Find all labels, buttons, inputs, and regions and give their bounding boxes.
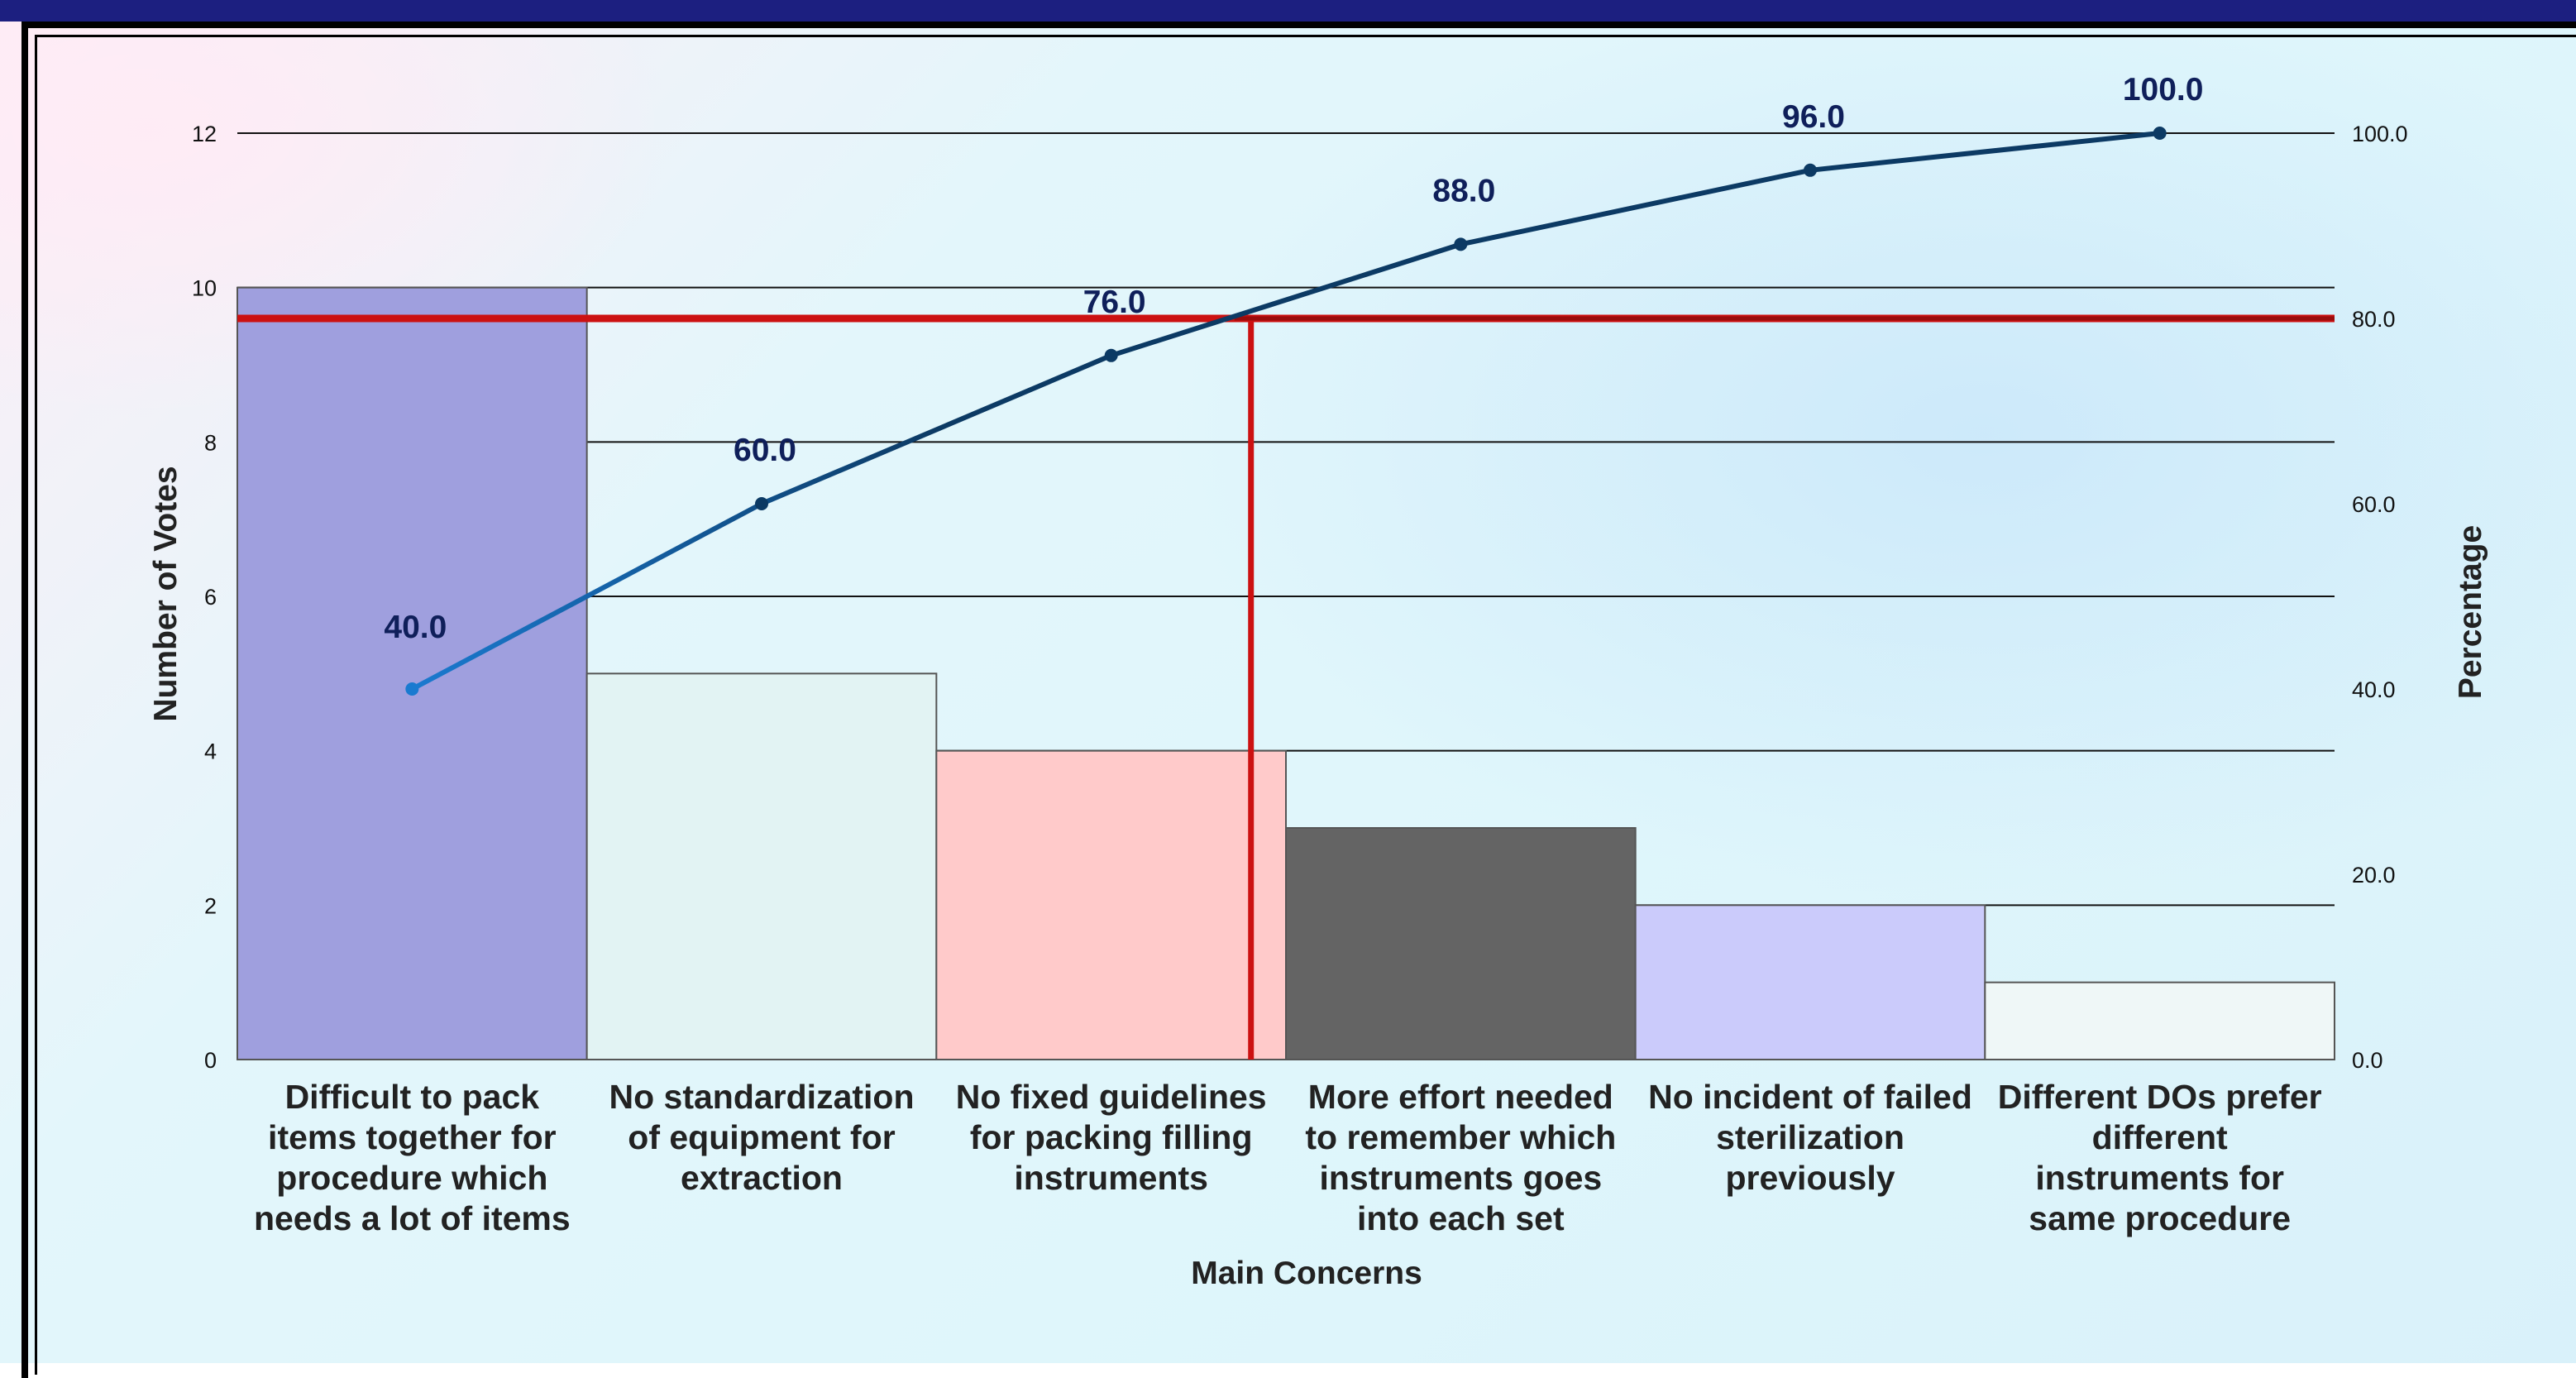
y-tick-label: 4 — [204, 739, 217, 764]
bar — [1285, 827, 1637, 1060]
x-tick-label-line: Difficult to pack — [285, 1078, 540, 1116]
y-axis-title: Number of Votes — [148, 466, 184, 721]
y-tick-label: 6 — [204, 585, 217, 610]
y2-tick-label: 40.0 — [2352, 677, 2396, 702]
data-label: 60.0 — [734, 433, 796, 468]
data-label: 40.0 — [384, 610, 447, 645]
x-tick-label-line: different — [2092, 1118, 2228, 1156]
x-tick-label-line: More effort needed — [1308, 1078, 1613, 1116]
cumulative-line-path — [410, 131, 2160, 691]
x-tick-label-line: items together for — [268, 1118, 557, 1156]
y2-tick-label: 0.0 — [2352, 1048, 2383, 1073]
line-point — [1804, 163, 1817, 177]
bar — [935, 749, 1288, 1061]
x-tick-label-line: same procedure — [2029, 1199, 2291, 1237]
top-title-bar — [0, 0, 2576, 22]
y2-tick-label: 100.0 — [2352, 122, 2408, 146]
x-tick-label: Difficult to pack items together for proce… — [254, 1078, 571, 1237]
y2-axis-title: Percentage — [2453, 525, 2488, 699]
x-tick-label-line: No standardization — [609, 1078, 914, 1116]
data-label: 100.0 — [2123, 72, 2204, 108]
cumulative-line: 40.0 60.0 76.0 88.0 96.0 100.0 — [384, 72, 2203, 696]
y2-tick-label: 60.0 — [2352, 492, 2396, 517]
bar — [237, 286, 588, 1060]
x-tick-label-line: instruments for — [2035, 1159, 2284, 1197]
reference-lines — [237, 314, 2335, 1060]
x-tick-label: No fixed guidelines for packing filling in… — [956, 1078, 1267, 1197]
y-tick-label: 0 — [204, 1048, 217, 1073]
line-point — [405, 682, 419, 696]
y-tick-label: 10 — [192, 276, 217, 301]
x-tick-label-line: to remember which — [1305, 1118, 1616, 1156]
x-tick-label-line: of equipment for — [628, 1118, 895, 1156]
line-point — [1454, 237, 1468, 251]
line-point — [755, 497, 768, 510]
x-tick-label-line: previously — [1725, 1159, 1895, 1197]
data-label: 76.0 — [1083, 285, 1146, 320]
bar — [585, 672, 938, 1060]
bar — [1984, 981, 2335, 1060]
line-point — [2153, 127, 2167, 140]
x-tick-label-line: Different DOs prefer — [1998, 1078, 2322, 1116]
x-tick-label: Different DOs prefer different instruments… — [1998, 1078, 2322, 1237]
x-tick-label-line: instruments goes — [1319, 1159, 1602, 1197]
bar — [1634, 904, 1986, 1061]
x-tick-label-line: extraction — [681, 1159, 843, 1197]
y-tick-label: 2 — [204, 893, 217, 918]
x-tick-label-line: No fixed guidelines — [956, 1078, 1267, 1116]
y2-tick-label: 80.0 — [2352, 307, 2396, 332]
x-axis-title: Main Concerns — [1191, 1256, 1422, 1291]
bars — [237, 286, 2335, 1061]
data-label: 96.0 — [1782, 99, 1845, 135]
line-point — [1104, 348, 1118, 362]
x-tick-label-line: No incident of failed — [1648, 1078, 1972, 1116]
x-tick-label: No standardization of equipment for extrac… — [609, 1078, 914, 1197]
y-axis-ticks: 0 2 4 6 8 10 12 — [192, 122, 217, 1073]
x-tick-label: More effort needed to remember which instr… — [1305, 1078, 1616, 1237]
x-tick-label-line: needs a lot of items — [254, 1199, 571, 1237]
x-tick-label-line: sterilization — [1716, 1118, 1905, 1156]
y-tick-label: 12 — [192, 122, 217, 146]
x-tick-label-line: procedure which — [276, 1159, 547, 1197]
y-tick-label: 8 — [204, 430, 217, 455]
x-tick-label-line: for packing filling — [970, 1118, 1253, 1156]
y2-tick-label: 20.0 — [2352, 863, 2396, 888]
x-axis-labels: Difficult to pack items together for proce… — [254, 1078, 2322, 1237]
x-tick-label: No incident of failed sterilization previo… — [1648, 1078, 1972, 1197]
data-label: 88.0 — [1432, 173, 1495, 208]
x-tick-label-line: into each set — [1357, 1199, 1565, 1237]
x-tick-label-line: instruments — [1014, 1159, 1208, 1197]
y2-axis-ticks: 0.0 20.0 40.0 60.0 80.0 100.0 — [2352, 122, 2408, 1073]
